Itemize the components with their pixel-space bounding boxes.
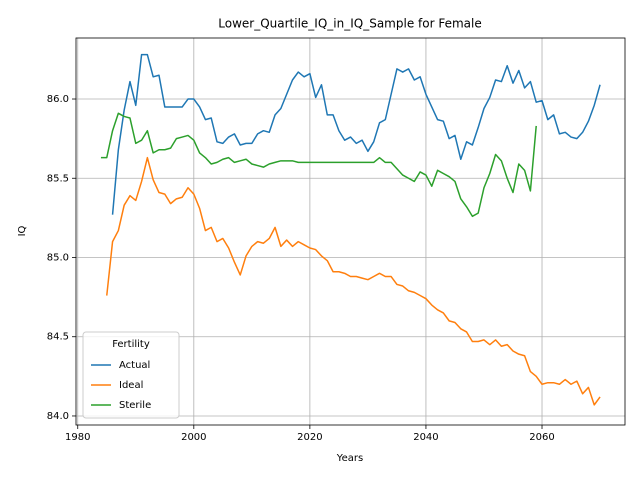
- y-tick-label: 85.0: [47, 252, 69, 263]
- x-tick-label: 2040: [413, 432, 438, 443]
- y-tick-label: 84.5: [47, 332, 69, 343]
- legend-label: Ideal: [119, 380, 143, 391]
- y-tick-label: 86.0: [47, 94, 69, 105]
- legend-title: Fertility: [112, 339, 150, 350]
- line: [106, 156, 601, 406]
- y-tick-label: 85.5: [47, 173, 69, 184]
- x-axis-label: Years: [336, 453, 363, 464]
- legend-label: Sterile: [119, 400, 151, 411]
- y-axis-label: IQ: [17, 225, 28, 236]
- chart-title: Lower_Quartile_IQ_in_IQ_Sample for Femal…: [218, 17, 481, 31]
- y-tick-label: 84.0: [47, 411, 69, 422]
- x-tick-label: 1980: [65, 432, 90, 443]
- legend-label: Actual: [119, 360, 150, 371]
- legend-box: [82, 331, 180, 419]
- x-tick-label: 2000: [181, 432, 206, 443]
- x-tick-label: 2060: [529, 432, 554, 443]
- line: [111, 53, 601, 215]
- line: [100, 112, 537, 218]
- x-tick-label: 2020: [297, 432, 322, 443]
- plot-frame: [75, 37, 626, 426]
